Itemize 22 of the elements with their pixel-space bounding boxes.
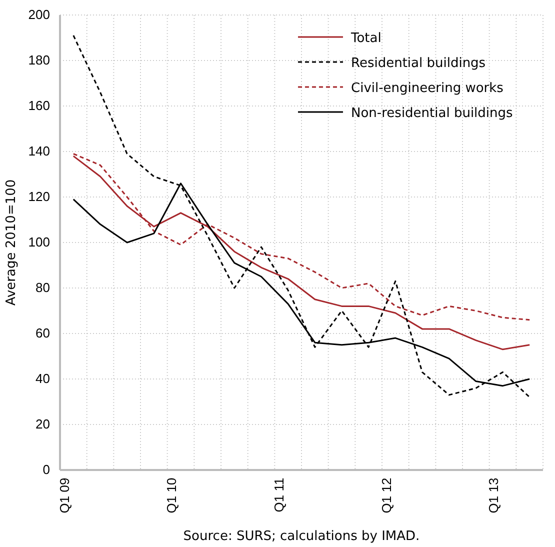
legend-label: Civil-engineering works (351, 81, 504, 96)
legend-label: Total (350, 31, 382, 46)
x-tick-label: Q1 11 (272, 478, 287, 512)
x-tick-label: Q1 13 (486, 478, 502, 514)
y-axis-title: Average 2010=100 (4, 179, 19, 306)
legend-label: Residential buildings (351, 56, 486, 71)
y-tick-label: 100 (28, 234, 50, 250)
y-tick-label: 140 (28, 144, 50, 159)
y-tick-label: 0 (42, 462, 50, 478)
y-tick-label: 80 (36, 280, 50, 296)
y-tick-label: 20 (36, 416, 50, 432)
y-tick-label: 200 (28, 7, 50, 22)
x-tick-label: Q1 09 (56, 478, 72, 514)
x-tick-label: Q1 10 (164, 478, 180, 514)
y-tick-label: 180 (28, 52, 50, 68)
x-tick-label: Q1 12 (378, 478, 394, 514)
y-tick-label: 40 (36, 371, 50, 386)
y-tick-label: 160 (28, 98, 50, 114)
y-tick-label: 60 (36, 326, 50, 341)
source-note: Source: SURS; calculations by IMAD. (183, 529, 420, 544)
legend-label: Non-residential buildings (351, 106, 514, 121)
y-tick-label: 120 (28, 189, 50, 204)
